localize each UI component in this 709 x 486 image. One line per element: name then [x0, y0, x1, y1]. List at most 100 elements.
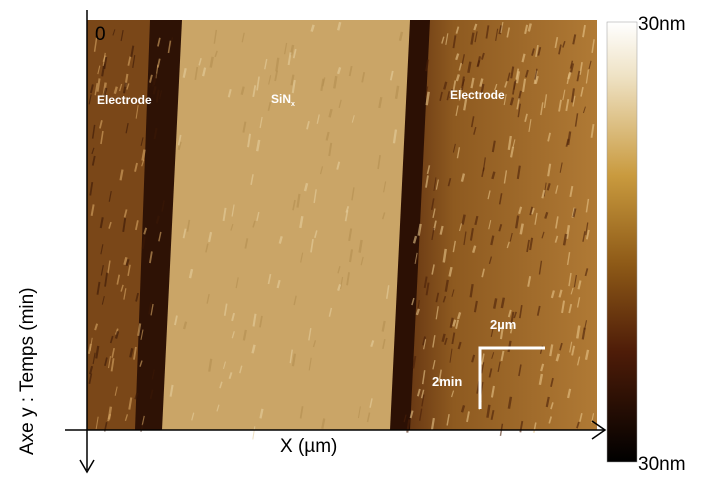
texture-streak	[338, 99, 342, 108]
texture-streak	[383, 181, 387, 193]
texture-streak	[515, 71, 521, 84]
texture-streak	[97, 65, 101, 75]
texture-streak	[143, 227, 148, 235]
texture-streak	[581, 327, 586, 340]
texture-streak	[449, 89, 454, 99]
texture-streak	[91, 147, 95, 155]
texture-streak	[289, 349, 293, 364]
x-arrow	[591, 420, 607, 440]
texture-streak	[506, 27, 511, 38]
texture-streak	[572, 34, 577, 45]
texture-streak	[432, 335, 436, 348]
texture-streak	[321, 418, 326, 429]
texture-streak	[242, 121, 247, 133]
texture-streak	[127, 264, 131, 277]
texture-streak	[509, 97, 515, 106]
texture-streak	[155, 89, 160, 103]
texture-streak	[474, 31, 478, 43]
texture-streak	[570, 287, 574, 295]
texture-streak	[423, 339, 427, 350]
texture-streak	[463, 231, 467, 246]
texture-streak	[291, 79, 296, 94]
texture-streak	[456, 312, 462, 320]
texture-streak	[447, 178, 452, 187]
texture-streak	[585, 222, 589, 236]
texture-streak	[562, 233, 568, 246]
texture-streak	[567, 71, 572, 80]
texture-streak	[252, 313, 257, 327]
texture-streak	[275, 57, 280, 72]
texture-streak	[99, 120, 103, 129]
texture-streak	[579, 413, 583, 422]
texture-streak	[513, 79, 517, 90]
texture-streak	[268, 75, 272, 85]
texture-streak	[435, 179, 439, 190]
texture-streak	[499, 325, 504, 340]
texture-streak	[458, 62, 463, 71]
texture-streak	[541, 189, 546, 199]
texture-streak	[381, 320, 386, 332]
texture-streak	[446, 413, 450, 426]
texture-streak	[336, 67, 342, 75]
texture-streak	[582, 24, 586, 38]
texture-streak	[228, 372, 233, 380]
texture-streak	[132, 55, 136, 68]
texture-streak	[182, 321, 188, 330]
texture-streak	[450, 390, 455, 398]
texture-streak	[306, 120, 310, 130]
texture-streak	[491, 140, 496, 153]
texture-streak	[100, 265, 104, 276]
texture-streak	[198, 57, 202, 66]
texture-streak	[569, 341, 573, 353]
texture-streak	[451, 289, 455, 297]
texture-streak	[274, 70, 279, 82]
texture-streak	[481, 52, 485, 60]
texture-streak	[250, 174, 254, 185]
texture-streak	[550, 377, 554, 387]
texture-streak	[545, 396, 550, 408]
texture-streak	[543, 182, 547, 197]
texture-streak	[137, 323, 142, 336]
texture-streak	[460, 76, 465, 91]
texture-streak	[507, 396, 513, 409]
texture-streak	[244, 238, 249, 249]
texture-streak	[135, 292, 139, 302]
texture-streak	[507, 340, 512, 353]
texture-streak	[470, 32, 475, 45]
texture-streak	[571, 345, 576, 356]
texture-streak	[389, 70, 394, 81]
texture-streak	[316, 114, 320, 124]
texture-streak	[421, 394, 425, 407]
texture-streak	[422, 336, 427, 346]
texture-streak	[345, 205, 350, 213]
texture-streak	[206, 293, 210, 304]
texture-streak	[133, 346, 137, 360]
texture-streak	[214, 50, 218, 58]
texture-streak	[497, 361, 501, 372]
scale-y-label: 2min	[432, 374, 462, 389]
texture-streak	[588, 60, 592, 70]
texture-streak	[247, 133, 252, 148]
texture-streak	[158, 231, 162, 242]
texture-streak	[135, 104, 139, 119]
texture-streak	[351, 187, 355, 201]
texture-streak	[470, 116, 475, 128]
texture-streak	[296, 193, 301, 208]
texture-streak	[107, 356, 112, 369]
texture-streak	[222, 207, 227, 222]
texture-streak	[435, 292, 440, 303]
texture-streak	[430, 198, 435, 210]
texture-streak	[565, 224, 571, 239]
texture-streak	[141, 159, 145, 167]
texture-streak	[541, 231, 545, 239]
texture-streak	[325, 131, 330, 141]
texture-streak	[116, 274, 121, 285]
texture-streak	[488, 256, 493, 265]
texture-streak	[549, 344, 554, 357]
texture-streak	[186, 219, 191, 232]
texture-streak	[481, 362, 485, 374]
texture-streak	[469, 228, 474, 241]
texture-streak	[259, 116, 263, 129]
texture-streak	[550, 290, 555, 299]
texture-streak	[519, 305, 523, 319]
